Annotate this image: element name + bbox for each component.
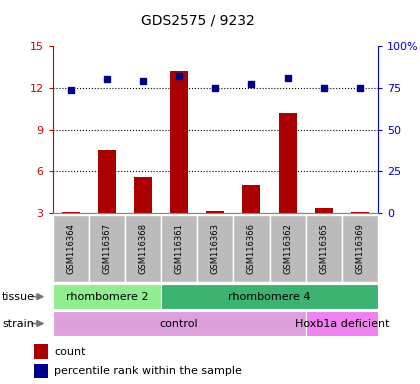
Text: GSM116364: GSM116364	[66, 223, 75, 274]
FancyBboxPatch shape	[197, 215, 234, 282]
FancyBboxPatch shape	[52, 215, 89, 282]
FancyBboxPatch shape	[270, 215, 306, 282]
Text: GDS2575 / 9232: GDS2575 / 9232	[141, 13, 254, 27]
Bar	[52, 311, 306, 336]
Text: rhombomere 2: rhombomere 2	[66, 291, 148, 302]
Bar	[62, 212, 80, 213]
Bar	[134, 177, 152, 213]
Text: GSM116366: GSM116366	[247, 223, 256, 274]
Text: GSM116368: GSM116368	[139, 223, 147, 274]
Text: count: count	[54, 347, 85, 357]
Text: GSM116365: GSM116365	[319, 223, 328, 274]
Bar	[351, 212, 369, 213]
FancyBboxPatch shape	[89, 215, 125, 282]
Text: percentile rank within the sample: percentile rank within the sample	[54, 366, 242, 376]
Text: tissue: tissue	[2, 291, 35, 302]
FancyBboxPatch shape	[234, 215, 270, 282]
Text: GSM116363: GSM116363	[211, 223, 220, 274]
Bar	[52, 284, 161, 309]
Text: control: control	[160, 318, 198, 329]
Text: strain: strain	[2, 318, 34, 329]
Bar	[278, 113, 297, 213]
Text: GSM116362: GSM116362	[283, 223, 292, 274]
Bar	[206, 211, 224, 213]
Bar	[170, 71, 188, 213]
Text: GSM116361: GSM116361	[175, 223, 184, 274]
Bar	[242, 185, 260, 213]
Bar	[34, 364, 48, 378]
FancyBboxPatch shape	[306, 215, 342, 282]
FancyBboxPatch shape	[125, 215, 161, 282]
Bar	[306, 311, 378, 336]
Text: GSM116369: GSM116369	[355, 223, 365, 274]
Bar	[34, 344, 48, 359]
FancyBboxPatch shape	[161, 215, 197, 282]
Text: GSM116367: GSM116367	[102, 223, 111, 274]
Bar	[98, 151, 116, 213]
Text: rhombomere 4: rhombomere 4	[228, 291, 311, 302]
Bar	[315, 207, 333, 213]
Bar	[161, 284, 378, 309]
Text: Hoxb1a deficient: Hoxb1a deficient	[294, 318, 389, 329]
FancyBboxPatch shape	[342, 215, 378, 282]
